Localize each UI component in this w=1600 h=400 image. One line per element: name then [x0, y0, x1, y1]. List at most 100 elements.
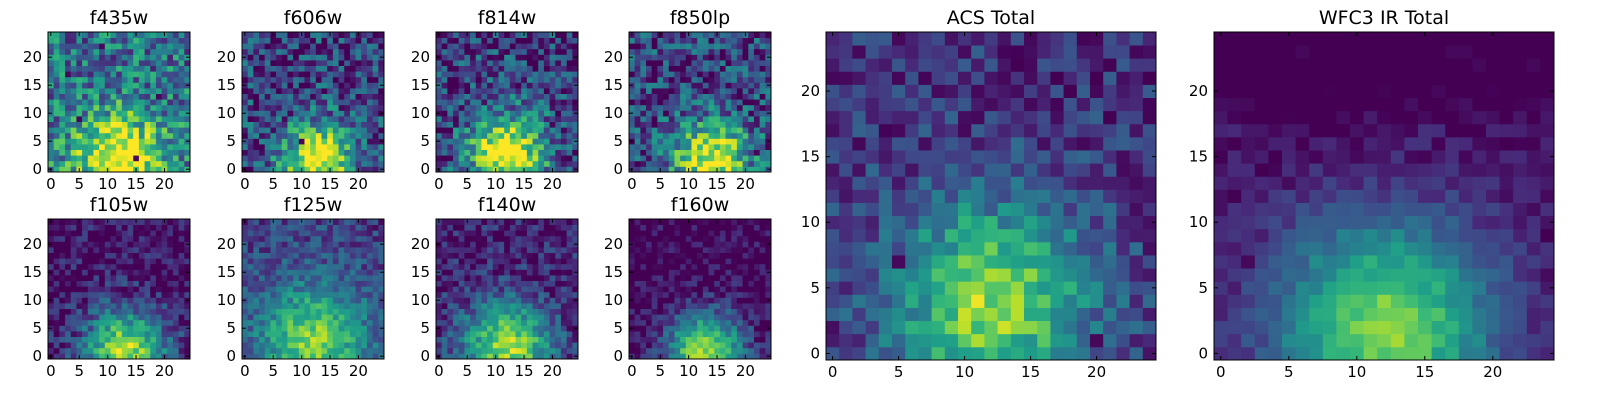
heatmap-cell — [110, 314, 117, 321]
heatmap-cell — [184, 247, 191, 253]
heatmap-cell — [532, 60, 539, 66]
heatmap-cell — [487, 314, 494, 321]
heatmap-cell — [184, 331, 191, 337]
heatmap-cell — [521, 121, 528, 128]
heatmap-cell — [310, 160, 317, 167]
heatmap-cell — [759, 291, 766, 298]
heatmap-cell — [543, 241, 550, 248]
heatmap-cell — [509, 275, 516, 281]
heatmap-cell — [447, 37, 454, 44]
heatmap-cell — [167, 353, 174, 360]
heatmap-cell — [76, 110, 83, 117]
heatmap-cell — [526, 230, 533, 237]
heatmap-cell — [276, 347, 283, 354]
heatmap-cell — [549, 252, 556, 259]
heatmap-cell — [344, 104, 351, 111]
heatmap-cell — [355, 138, 362, 145]
heatmap-cell — [378, 347, 385, 354]
heatmap-cell — [253, 76, 260, 83]
heatmap-cell — [447, 325, 454, 332]
heatmap-cell — [127, 247, 134, 253]
heatmap-cell — [538, 308, 545, 315]
heatmap-cell — [708, 291, 715, 298]
heatmap-cell — [310, 43, 317, 50]
heatmap-cell — [453, 252, 460, 259]
heatmap-cell — [560, 275, 568, 281]
heatmap-cell — [464, 149, 471, 156]
heatmap-cell — [315, 336, 322, 343]
heatmap-cell — [338, 303, 345, 309]
heatmap-cell — [65, 325, 72, 332]
heatmap-cell — [327, 138, 334, 145]
heatmap-cell — [549, 241, 556, 248]
heatmap-cell — [748, 286, 755, 293]
heatmap-cell — [127, 331, 134, 337]
heatmap-cell — [475, 116, 482, 122]
heatmap-cell — [332, 144, 339, 150]
heatmap-cell — [674, 291, 681, 298]
heatmap-cell — [127, 269, 134, 276]
heatmap-cell — [458, 104, 465, 111]
heatmap-cell — [725, 353, 732, 360]
heatmap-cell — [674, 280, 681, 287]
heatmap-cell — [708, 43, 715, 50]
heatmap-cell — [70, 144, 77, 150]
heatmap-cell — [481, 314, 488, 321]
heatmap-cell — [555, 241, 562, 248]
heatmap-cell — [742, 347, 749, 354]
heatmap-cell — [327, 54, 334, 61]
heatmap-cell — [697, 308, 704, 315]
heatmap-cell — [515, 166, 522, 173]
heatmap-cell — [515, 54, 522, 61]
heatmap-cell — [344, 247, 351, 253]
heatmap-cell — [526, 258, 533, 265]
heatmap-cell — [161, 342, 168, 349]
heatmap-cell — [680, 65, 687, 72]
heatmap-cell — [378, 160, 385, 167]
heatmap-cell — [93, 280, 100, 287]
heatmap-cell — [116, 280, 123, 287]
heatmap-cell — [566, 319, 573, 326]
heatmap-cell — [110, 347, 117, 354]
heatmap-cell — [82, 104, 89, 111]
heatmap-cell — [470, 65, 477, 72]
heatmap-cell — [560, 149, 568, 156]
heatmap-cell — [247, 104, 254, 111]
heatmap-cell — [76, 275, 83, 281]
heatmap-cell — [161, 280, 168, 287]
heatmap-cell — [253, 319, 260, 326]
heatmap-cell — [458, 54, 465, 61]
heatmap-cell — [82, 303, 89, 309]
heatmap-cell — [441, 88, 448, 94]
heatmap-cell — [361, 60, 368, 66]
heatmap-cell — [691, 291, 698, 298]
heatmap-cell — [304, 144, 311, 150]
heatmap-cell — [702, 166, 709, 173]
heatmap-cell — [110, 76, 117, 83]
heatmap-cell — [93, 127, 100, 134]
heatmap-cell — [532, 336, 539, 343]
heatmap-cell — [538, 88, 545, 94]
heatmap-cell — [327, 43, 334, 50]
heatmap-cell — [99, 88, 106, 94]
heatmap-cell — [270, 319, 277, 326]
heatmap-cell — [753, 127, 761, 134]
heatmap-cell — [259, 308, 266, 315]
heatmap-cell — [470, 230, 477, 237]
heatmap-cell — [742, 76, 749, 83]
heatmap-cell — [344, 291, 351, 298]
heatmap-cell — [663, 269, 670, 276]
heatmap-cell — [99, 247, 106, 253]
heatmap-cell — [70, 166, 77, 173]
heatmap-cell — [526, 331, 533, 337]
heatmap-cell — [93, 319, 100, 326]
heatmap-cell — [509, 132, 516, 139]
heatmap-cell — [668, 93, 675, 100]
heatmap-cell — [355, 104, 362, 111]
heatmap-cell — [155, 263, 162, 270]
heatmap-cell — [458, 37, 465, 44]
heatmap-cell — [178, 342, 185, 349]
heatmap-cell — [133, 127, 140, 134]
heatmap-cell — [492, 280, 499, 287]
heatmap-cell — [719, 132, 726, 139]
